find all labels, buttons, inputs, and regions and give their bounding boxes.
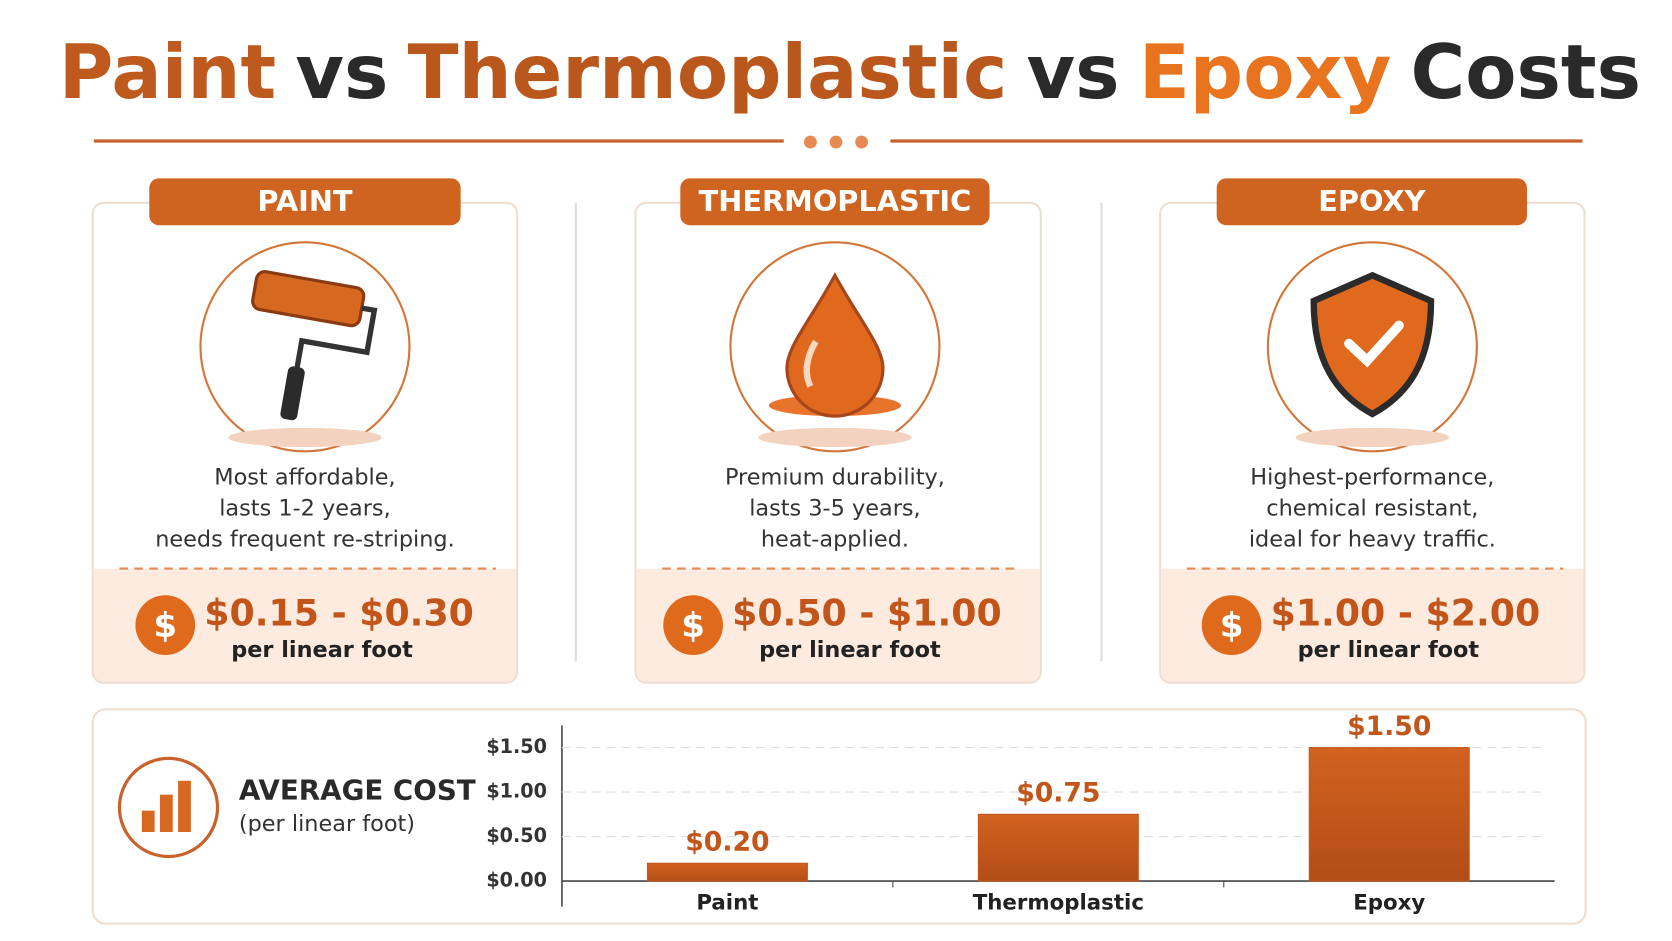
dollar-symbol: $ — [681, 606, 705, 646]
card-description: needs frequent re-striping. — [155, 526, 455, 552]
title-word: Epoxy — [1139, 29, 1391, 116]
card-label-pill — [680, 178, 990, 226]
dollar-icon — [663, 595, 723, 655]
y-tick-label: $0.00 — [486, 869, 547, 892]
card-label: THERMOPLASTIC — [699, 184, 972, 218]
title-word: Paint — [59, 29, 276, 116]
x-tick-label: Paint — [696, 890, 758, 915]
chart-subtitle: (per linear foot) — [239, 811, 415, 837]
card-label-pill — [149, 178, 461, 226]
card-label: PAINT — [257, 184, 353, 218]
card-description: chemical resistant, — [1266, 495, 1478, 521]
price-band — [1161, 568, 1584, 682]
y-tick-label: $1.00 — [486, 780, 547, 803]
y-tick-label: $1.50 — [486, 735, 547, 758]
card-price: $1.00 - $2.00 — [1271, 592, 1541, 635]
card-label: EPOXY — [1318, 184, 1426, 218]
card-description: Most affordable, — [214, 464, 395, 490]
card-description: ideal for heavy traffic. — [1249, 526, 1496, 552]
price-band — [636, 568, 1040, 682]
title-word: vs — [1027, 29, 1120, 116]
chart-icon — [117, 756, 220, 859]
value-label: $1.50 — [1347, 711, 1431, 742]
cards: PAINT Most affordable, lasts 1-2 years, nee… — [91, 178, 1586, 684]
card-unit: per linear foot — [759, 637, 941, 663]
x-tick-label: Epoxy — [1353, 890, 1425, 915]
title-word: vs — [295, 29, 388, 116]
card-description: lasts 1-2 years, — [219, 495, 390, 521]
title-word: Costs — [1410, 29, 1641, 116]
icon-ring — [1266, 241, 1478, 453]
x-tick-label: Thermoplastic — [973, 890, 1144, 915]
card-label-pill — [1216, 178, 1527, 226]
value-label: $0.75 — [1016, 778, 1100, 809]
icon-ring — [729, 241, 941, 453]
value-label: $0.20 — [685, 826, 769, 857]
card-description: Highest-performance, — [1250, 464, 1494, 490]
card-unit: per linear foot — [231, 637, 413, 663]
drop-icon — [758, 272, 912, 448]
card-description: heat-applied. — [761, 526, 909, 552]
roller-icon — [228, 270, 382, 448]
card-description: Premium durability, — [725, 464, 945, 490]
divider — [93, 135, 1583, 149]
chart-panel — [91, 708, 1587, 925]
bar — [977, 813, 1139, 882]
shield-icon — [1295, 271, 1450, 448]
icon-ring — [199, 241, 411, 453]
dollar-icon — [135, 595, 196, 655]
card-price: $0.50 - $1.00 — [732, 592, 1002, 635]
bar — [646, 862, 808, 882]
card-unit: per linear foot — [1298, 637, 1480, 663]
bar — [1308, 747, 1470, 882]
y-tick-label: $0.50 — [486, 824, 547, 847]
chart-title: AVERAGE COST — [239, 773, 476, 806]
title-word: Thermoplastic — [408, 29, 1008, 116]
dollar-icon — [1201, 595, 1262, 655]
title: Paint vs Thermoplastic vs Epoxy Costs — [59, 29, 1641, 116]
dollar-symbol: $ — [153, 606, 177, 646]
card-description: lasts 3-5 years, — [749, 495, 920, 521]
price-band — [93, 568, 517, 682]
card-price: $0.15 - $0.30 — [204, 592, 474, 635]
dollar-symbol: $ — [1220, 606, 1244, 646]
